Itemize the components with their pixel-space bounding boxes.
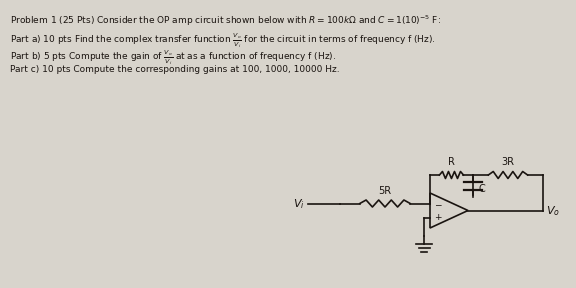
Text: C: C: [479, 184, 486, 194]
Text: 5R: 5R: [378, 185, 392, 196]
Text: Problem 1 (25 Pts) Consider the OP amp circuit shown below with $R = 100k\Omega$: Problem 1 (25 Pts) Consider the OP amp c…: [10, 14, 441, 29]
Text: $V_o$: $V_o$: [546, 204, 560, 218]
Text: Part c) 10 pts Compute the corresponding gains at 100, 1000, 10000 Hz.: Part c) 10 pts Compute the corresponding…: [10, 65, 340, 74]
Text: $V_i$: $V_i$: [293, 198, 305, 211]
Text: $+$: $+$: [434, 213, 442, 223]
Text: Part b) 5 pts Compute the gain of $\frac{V_o}{V_i}$ at as a function of frequenc: Part b) 5 pts Compute the gain of $\frac…: [10, 48, 336, 67]
Text: Part a) 10 pts Find the complex transfer function $\frac{V_o}{V_i}$ for the circ: Part a) 10 pts Find the complex transfer…: [10, 31, 436, 50]
Text: $-$: $-$: [434, 199, 442, 208]
Text: R: R: [448, 157, 455, 167]
Text: 3R: 3R: [502, 157, 514, 167]
